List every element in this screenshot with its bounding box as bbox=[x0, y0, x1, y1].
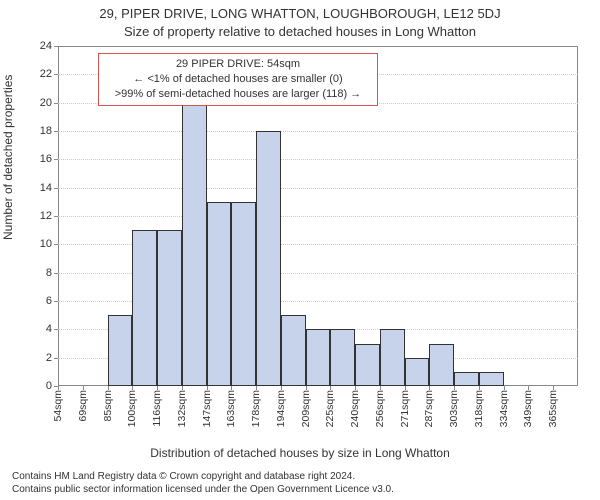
y-tick-label: 12 bbox=[22, 210, 52, 222]
chart-title-subtitle: Size of property relative to detached ho… bbox=[0, 24, 600, 39]
x-tick-label: 209sqm bbox=[300, 390, 312, 427]
bar-column bbox=[479, 46, 504, 386]
footer-line-2: Contains public sector information licen… bbox=[12, 483, 394, 496]
chart-plot-area: 02468101214161820222454sqm69sqm85sqm100s… bbox=[58, 46, 578, 386]
bar bbox=[157, 230, 182, 386]
bar bbox=[355, 344, 380, 387]
chart-container: 29, PIPER DRIVE, LONG WHATTON, LOUGHBORO… bbox=[0, 0, 600, 500]
bar-column bbox=[405, 46, 430, 386]
bar-column bbox=[528, 46, 553, 386]
x-axis-label: Distribution of detached houses by size … bbox=[0, 446, 600, 460]
bar bbox=[454, 372, 479, 386]
bar bbox=[256, 131, 281, 386]
x-tick-label: 132sqm bbox=[176, 390, 188, 427]
bar bbox=[132, 230, 157, 386]
x-tick-label: 256sqm bbox=[374, 390, 386, 427]
x-tick-label: 225sqm bbox=[324, 390, 336, 427]
bar bbox=[479, 372, 504, 386]
x-tick-label: 147sqm bbox=[201, 390, 213, 427]
x-tick-label: 349sqm bbox=[522, 390, 534, 427]
x-tick-label: 240sqm bbox=[349, 390, 361, 427]
x-tick-label: 116sqm bbox=[151, 390, 163, 427]
bar bbox=[108, 315, 133, 386]
x-tick-label: 303sqm bbox=[448, 390, 460, 427]
bar bbox=[405, 358, 430, 386]
bar bbox=[330, 329, 355, 386]
bar bbox=[281, 315, 306, 386]
x-tick-label: 271sqm bbox=[399, 390, 411, 427]
bar bbox=[207, 202, 232, 386]
y-tick-label: 6 bbox=[22, 295, 52, 307]
y-tick-label: 0 bbox=[22, 380, 52, 392]
annotation-box: 29 PIPER DRIVE: 54sqm← <1% of detached h… bbox=[98, 53, 378, 106]
bar bbox=[429, 344, 454, 387]
y-tick-label: 18 bbox=[22, 125, 52, 137]
footer-line-1: Contains HM Land Registry data © Crown c… bbox=[12, 470, 394, 483]
bar-column bbox=[454, 46, 479, 386]
annotation-line: 29 PIPER DRIVE: 54sqm bbox=[105, 57, 371, 72]
y-tick-label: 20 bbox=[22, 97, 52, 109]
bar-column bbox=[380, 46, 405, 386]
annotation-line: >99% of semi-detached houses are larger … bbox=[105, 87, 371, 102]
annotation-line: ← <1% of detached houses are smaller (0) bbox=[105, 72, 371, 87]
y-tick-label: 8 bbox=[22, 267, 52, 279]
bar-column bbox=[58, 46, 83, 386]
y-tick-label: 22 bbox=[22, 68, 52, 80]
x-tick-label: 365sqm bbox=[547, 390, 559, 427]
y-tick-label: 24 bbox=[22, 40, 52, 52]
x-tick-label: 54sqm bbox=[52, 390, 64, 422]
bar-column bbox=[429, 46, 454, 386]
x-tick-label: 85sqm bbox=[102, 390, 114, 422]
x-tick-label: 100sqm bbox=[126, 390, 138, 427]
bar bbox=[231, 202, 256, 386]
x-tick-label: 334sqm bbox=[498, 390, 510, 427]
bar-column bbox=[553, 46, 578, 386]
x-tick-label: 178sqm bbox=[250, 390, 262, 427]
y-tick-label: 2 bbox=[22, 352, 52, 364]
x-tick-label: 194sqm bbox=[275, 390, 287, 427]
y-tick-label: 4 bbox=[22, 323, 52, 335]
bar bbox=[306, 329, 331, 386]
footer-attribution: Contains HM Land Registry data © Crown c… bbox=[12, 470, 394, 496]
bar-column bbox=[504, 46, 529, 386]
bar bbox=[380, 329, 405, 386]
y-tick-label: 16 bbox=[22, 153, 52, 165]
x-tick-label: 163sqm bbox=[225, 390, 237, 427]
x-tick-label: 69sqm bbox=[77, 390, 89, 422]
y-tick-label: 10 bbox=[22, 238, 52, 250]
y-axis-label: Number of detached properties bbox=[1, 75, 15, 240]
bar bbox=[182, 103, 207, 386]
x-tick-label: 287sqm bbox=[423, 390, 435, 427]
chart-title-address: 29, PIPER DRIVE, LONG WHATTON, LOUGHBORO… bbox=[0, 6, 600, 21]
x-tick-label: 318sqm bbox=[473, 390, 485, 427]
y-tick-label: 14 bbox=[22, 182, 52, 194]
